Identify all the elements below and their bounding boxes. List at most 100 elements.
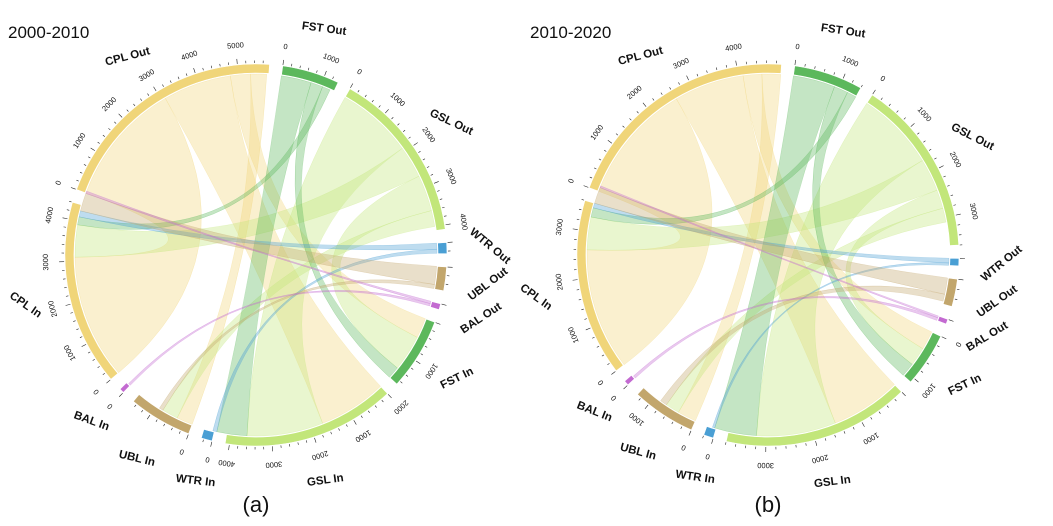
tick-mark (397, 123, 400, 126)
segment-wtr-in: 0 WTR In (175, 428, 216, 489)
tick-mark (424, 345, 428, 348)
tick-mark (364, 94, 367, 98)
ribbon-gsl-out-to-ubl-in (162, 210, 435, 419)
tick-mark (603, 149, 607, 152)
segment-arc (937, 315, 949, 325)
tick-label: 0 (91, 387, 101, 396)
tick-label: 3000 (672, 56, 691, 71)
segment-wtr-out: WTR Out (949, 243, 1025, 284)
segment-label: WTR In (675, 469, 716, 487)
tick-mark (680, 426, 683, 429)
tick-mark (696, 73, 699, 77)
tick-mark (592, 336, 595, 339)
tick-label: 1000 (354, 428, 373, 444)
segment-arc (949, 257, 960, 267)
tick-mark (228, 445, 230, 451)
tick-mark (65, 303, 71, 306)
ribbons (586, 73, 950, 437)
tick-mark (133, 103, 136, 107)
tick-label: 1000 (423, 362, 440, 381)
tick-mark (794, 59, 796, 65)
tick-mark (305, 440, 308, 443)
tick-mark (322, 434, 324, 438)
tick-mark (140, 98, 143, 101)
segment-label: CPL In (518, 282, 554, 313)
tick-mark (179, 431, 181, 434)
tick-mark (607, 363, 610, 365)
segment-label: CPL Out (104, 45, 151, 68)
tick-mark (725, 442, 727, 445)
ribbon-gsl-out-to-ubl-in (666, 207, 947, 413)
tick-label: 2000 (420, 125, 437, 144)
tick-mark (815, 440, 818, 446)
tick-mark (443, 215, 447, 217)
tick-mark (623, 385, 628, 390)
tick-mark (437, 190, 440, 192)
tick-mark (903, 117, 906, 120)
tick-label: 3000 (444, 167, 459, 186)
tick-mark (596, 345, 600, 348)
tick-mark (146, 414, 151, 420)
tick-mark (426, 166, 430, 168)
tick-mark (210, 65, 213, 69)
segment-arc (624, 374, 635, 386)
tick-mark (65, 295, 69, 297)
tick-mark (350, 83, 354, 88)
tick-label: 1000 (322, 51, 341, 65)
tick-mark (307, 67, 310, 71)
tick-mark (901, 392, 906, 397)
segment-arc (725, 384, 902, 447)
tick-mark (852, 426, 855, 430)
tick-mark (824, 438, 827, 441)
tick-mark (299, 65, 301, 69)
tick-mark (102, 134, 106, 137)
tick-label: 0 (283, 42, 288, 51)
ribbon-bal-out-to-cpl-in (599, 185, 939, 318)
tick-mark (583, 185, 589, 188)
tick-mark (941, 336, 947, 340)
tick-mark (814, 66, 816, 69)
tick-mark (834, 434, 836, 438)
tick-mark (97, 141, 100, 144)
tick-mark (316, 70, 318, 73)
ribbon-gsl-out-to-cpl-in (586, 160, 938, 251)
ribbon-fst-out-to-fst-in (294, 82, 398, 378)
tick-mark (715, 67, 718, 71)
ribbons (74, 73, 438, 437)
tick-mark (90, 147, 95, 151)
tick-label: 2000 (46, 300, 59, 318)
tick-mark (62, 217, 68, 220)
tick-mark (861, 422, 865, 427)
panel-label: (a) (243, 492, 270, 517)
tick-mark (68, 200, 72, 203)
tick-mark (134, 404, 137, 408)
tick-mark (593, 167, 597, 170)
tick-mark (378, 105, 381, 108)
tick-label: 2000 (554, 273, 565, 291)
tick-mark (920, 370, 924, 373)
tick-mark (578, 299, 582, 301)
tick-mark (92, 358, 95, 361)
tick-label: 1000 (627, 411, 646, 428)
ribbon-ubl-out-to-cpl-in (80, 193, 437, 285)
tick-mark (938, 165, 944, 169)
tick-mark (76, 179, 79, 182)
chord-panel-a: 2000-2010 (a) 0 1000 FST Out 0 1000 2000 3000 4… (7, 20, 513, 517)
tick-mark (282, 59, 284, 65)
tick-mark (97, 366, 100, 369)
panel-label: (b) (755, 492, 782, 517)
tick-mark (923, 140, 926, 143)
ribbon-cpl-out-to-cpl-in (586, 98, 713, 366)
ribbon-gsl-out-to-cpl-in (74, 148, 420, 258)
tick-mark (422, 158, 426, 161)
tick-mark (842, 73, 846, 79)
ribbon-wtr-out-to-gsl-in (212, 249, 438, 432)
segment-wtr-out: WTR Out (437, 226, 513, 267)
tick-mark (824, 68, 826, 72)
tick-mark (706, 70, 708, 73)
segment-label: GSL Out (949, 121, 996, 153)
segment-arc (430, 301, 442, 310)
tick-mark (644, 404, 649, 410)
tick-mark (102, 373, 105, 376)
chord-panel-b: 2010-2020 (b) 0 1000 FST Out 0 1000 2000 3000 G… (518, 22, 1025, 517)
